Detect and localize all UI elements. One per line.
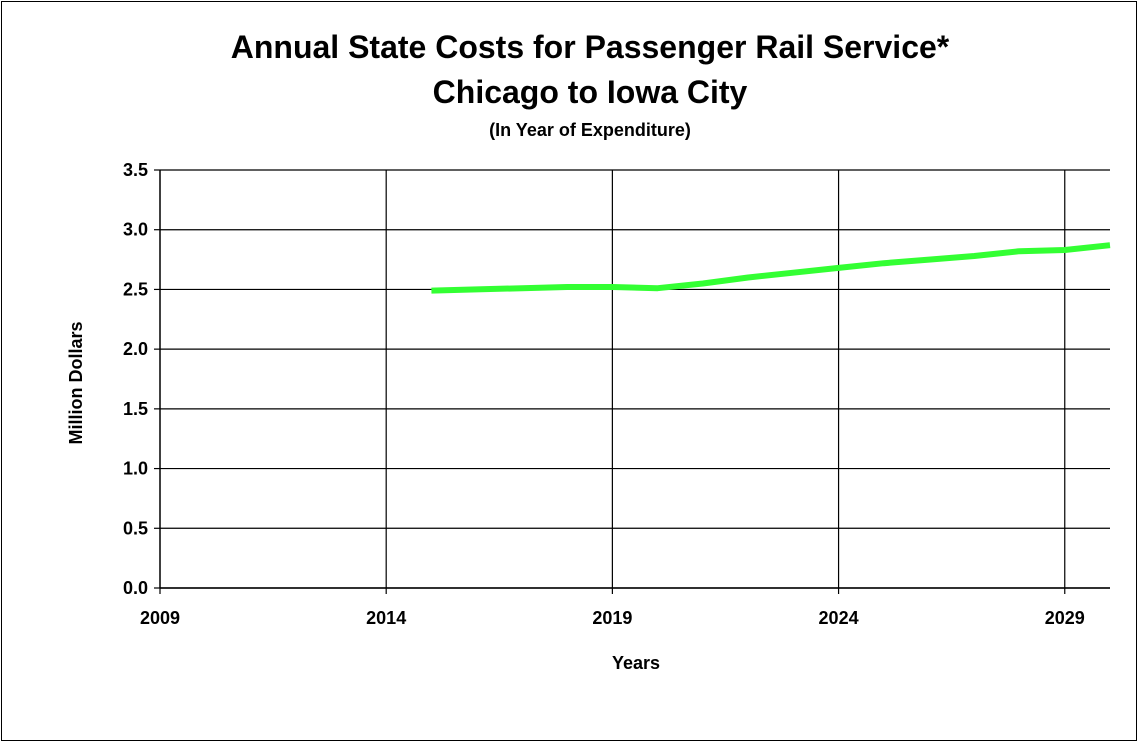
chart-title-line-2: Chicago to Iowa City bbox=[433, 74, 748, 110]
y-tick-label: 0.0 bbox=[123, 578, 148, 598]
series-line bbox=[431, 242, 1111, 294]
chart-subtitle: (In Year of Expenditure) bbox=[489, 120, 691, 140]
y-tick-label: 3.0 bbox=[123, 220, 148, 240]
y-tick-label: 1.0 bbox=[123, 459, 148, 479]
labels-layer: 0.0 0.5 1.0 1.5 2.0 2.5 3.0 3.5 2009 2014 2019 2024… bbox=[123, 160, 1085, 628]
x-tick-label: 2009 bbox=[140, 608, 180, 628]
x-tick-label: 2024 bbox=[819, 608, 859, 628]
axes-layer bbox=[154, 169, 1110, 594]
grid-layer bbox=[160, 169, 1110, 589]
y-tick-label: 2.0 bbox=[123, 339, 148, 359]
series-layer bbox=[431, 242, 1111, 294]
x-tick-label: 2019 bbox=[592, 608, 632, 628]
y-tick-label: 2.5 bbox=[123, 279, 148, 299]
y-tick-label: 3.5 bbox=[123, 160, 148, 180]
y-tick-label: 1.5 bbox=[123, 399, 148, 419]
x-tick-label: 2029 bbox=[1045, 608, 1085, 628]
x-tick-label: 2014 bbox=[366, 608, 406, 628]
x-axis-title: Years bbox=[612, 653, 660, 673]
chart-title-group: Annual State Costs for Passenger Rail Se… bbox=[231, 29, 950, 140]
chart-title: Annual State Costs for Passenger Rail Se… bbox=[231, 29, 950, 65]
y-axis-title: Million Dollars bbox=[66, 321, 86, 444]
y-tick-label: 0.5 bbox=[123, 518, 148, 538]
